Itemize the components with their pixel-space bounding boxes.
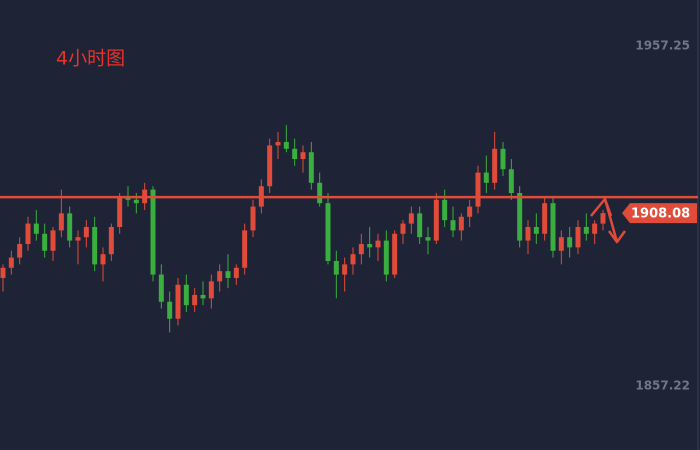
candle-body	[533, 226, 539, 234]
candle-body	[558, 237, 564, 251]
candle-body	[33, 223, 39, 234]
candle-body	[208, 281, 214, 299]
candle-body	[133, 199, 139, 204]
candle-body	[350, 254, 356, 265]
candle-body	[342, 264, 348, 275]
candle-body	[475, 172, 481, 207]
candle-body	[333, 260, 339, 275]
candle-body	[542, 203, 548, 234]
candle-body	[267, 145, 273, 187]
candle-body	[8, 257, 14, 268]
y-tick-label: 1957.25	[635, 38, 690, 52]
candle-body	[100, 254, 106, 265]
candle-body	[42, 233, 48, 251]
candle-body	[92, 226, 98, 265]
candle-body	[158, 274, 164, 302]
candle-body	[83, 226, 89, 238]
candle-body	[508, 169, 514, 193]
candle-body	[58, 213, 64, 231]
plot-area: 1857.22 1957.25 1908.08	[0, 38, 698, 392]
candle-body	[575, 226, 581, 248]
candle-body	[600, 213, 606, 224]
candle-body	[550, 203, 556, 251]
candle-body	[392, 233, 398, 275]
candle-body	[592, 223, 598, 234]
candle-body	[25, 223, 31, 244]
candle-body	[300, 152, 306, 160]
candle-body	[500, 148, 506, 170]
candle-body	[117, 196, 123, 227]
candle-body	[433, 199, 439, 241]
candle-body	[67, 213, 73, 241]
candle-body	[442, 199, 448, 221]
candle-body	[233, 267, 239, 278]
candle-body	[192, 294, 198, 306]
last-price-tag	[622, 203, 697, 224]
candle-body	[167, 301, 173, 319]
arrow-annotation	[590, 197, 627, 244]
candle-body	[425, 237, 431, 241]
candle-body	[183, 284, 189, 306]
candle-body	[517, 192, 523, 241]
candle-body	[75, 237, 81, 241]
candle-body	[525, 226, 531, 241]
candle-body	[492, 148, 498, 183]
candle-body	[400, 223, 406, 234]
last-price-label: 1908.08	[631, 207, 690, 222]
candle-body	[108, 226, 114, 255]
candle-body	[408, 213, 414, 224]
candle-body	[292, 148, 298, 160]
candle-body	[325, 203, 331, 261]
candle-body	[17, 243, 23, 258]
candle-body	[0, 267, 6, 278]
candle-body	[275, 142, 281, 146]
candle-body	[283, 142, 289, 149]
candle-body	[483, 172, 489, 183]
candle-body	[450, 220, 456, 231]
candle-body	[383, 240, 389, 275]
candle-body	[217, 271, 223, 282]
candle-body	[417, 213, 423, 238]
candle-body	[583, 226, 589, 234]
candle-body	[467, 206, 473, 217]
chart-title: 4小时图	[56, 48, 125, 70]
candle-body	[358, 243, 364, 255]
candle-body	[175, 284, 181, 319]
candle-body	[200, 294, 206, 299]
candle-body	[250, 206, 256, 231]
candle-body	[225, 271, 231, 278]
candle-body	[375, 240, 381, 248]
candle-body	[150, 189, 156, 275]
candle-body	[458, 216, 464, 231]
candle-body	[567, 237, 573, 248]
candle-body	[317, 182, 323, 204]
candle-body	[242, 230, 248, 268]
candle-body	[308, 152, 314, 183]
y-tick-label: 1857.22	[635, 378, 690, 392]
candle-body	[367, 243, 373, 248]
candle-body	[50, 230, 56, 251]
